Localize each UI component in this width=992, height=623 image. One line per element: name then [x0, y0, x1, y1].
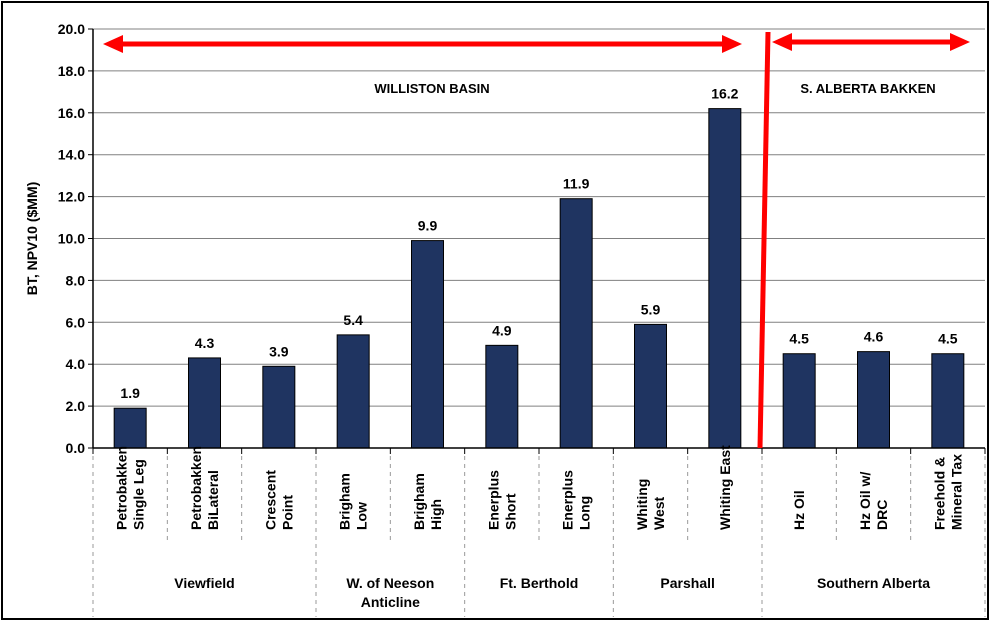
bar [708, 108, 742, 449]
data-label: 4.5 [938, 331, 958, 347]
category-label: Whiting East [717, 445, 733, 530]
category-label: Hz Oil w/ [857, 472, 873, 530]
category-label: Single Leg [131, 459, 147, 530]
group-label: W. of Neeson [346, 575, 434, 591]
alberta-arrow-head-left [772, 33, 792, 51]
bar [559, 198, 593, 449]
category-label: Whiting [634, 479, 650, 530]
y-tick-label: 6.0 [66, 314, 86, 330]
category-label: Hz Oil [791, 490, 807, 530]
y-tick-label: 18.0 [58, 63, 85, 79]
bar [411, 240, 444, 449]
category-label: Crescent [262, 470, 278, 530]
group-label: Ft. Berthold [500, 575, 579, 591]
data-label: 16.2 [711, 86, 738, 102]
group-label: Viewfield [174, 575, 234, 591]
bar [931, 353, 965, 449]
category-label: Freehold & [931, 457, 947, 530]
y-tick-label: 4.0 [66, 356, 86, 372]
data-label: 1.9 [120, 385, 140, 401]
bar [857, 351, 890, 449]
y-tick-label: 8.0 [66, 272, 86, 288]
y-tick-label: 14.0 [58, 147, 85, 163]
category-label: Brigham [411, 473, 427, 530]
data-label: 9.9 [418, 218, 438, 234]
category-label: Enerplus [560, 470, 576, 530]
y-tick-label: 0.0 [66, 440, 86, 456]
group-label: Southern Alberta [817, 575, 930, 591]
group-label: Parshall [660, 575, 714, 591]
bar [188, 357, 221, 449]
bar [336, 334, 370, 449]
data-label: 4.9 [492, 322, 512, 338]
williston-arrow-head-right [722, 35, 742, 53]
data-label: 4.3 [195, 335, 215, 351]
data-label: 4.6 [864, 329, 884, 345]
bar [782, 353, 816, 449]
category-label: Mineral Tax [948, 454, 964, 530]
alberta-arrow-head-right [950, 33, 970, 51]
category-label: West [651, 496, 667, 530]
region-label: S. ALBERTA BAKKEN [800, 81, 935, 96]
region-label: WILLISTON BASIN [374, 81, 489, 96]
category-label: BiLateral [205, 470, 221, 530]
category-label: DRC [874, 500, 890, 530]
williston-arrow-head-left [103, 35, 123, 53]
y-tick-label: 2.0 [66, 398, 86, 414]
data-label: 4.5 [789, 331, 809, 347]
category-label: Enerplus [485, 470, 501, 530]
category-label: Petrobakken [114, 446, 130, 530]
y-tick-label: 12.0 [58, 189, 85, 205]
bar [113, 407, 147, 449]
y-tick-label: 20.0 [58, 21, 85, 37]
data-label: 11.9 [563, 176, 590, 192]
group-label: Anticline [361, 594, 420, 610]
region-divider [757, 31, 771, 449]
data-label: 3.9 [269, 343, 289, 359]
bar [262, 365, 296, 449]
y-axis-label: BT, NPV10 ($MM) [24, 182, 40, 296]
y-tick-label: 16.0 [58, 105, 85, 121]
y-tick-label: 10.0 [58, 231, 85, 247]
category-label: High [428, 499, 444, 530]
data-label: 5.9 [641, 301, 661, 317]
data-label: 5.4 [343, 312, 363, 328]
category-label: Brigham [337, 473, 353, 530]
category-label: Long [577, 496, 593, 530]
category-label: Low [354, 502, 370, 530]
bar [485, 344, 519, 449]
bar [634, 323, 667, 449]
category-label: Short [502, 493, 518, 530]
category-label: Point [279, 495, 295, 530]
category-label: Petrobakken [188, 446, 204, 530]
